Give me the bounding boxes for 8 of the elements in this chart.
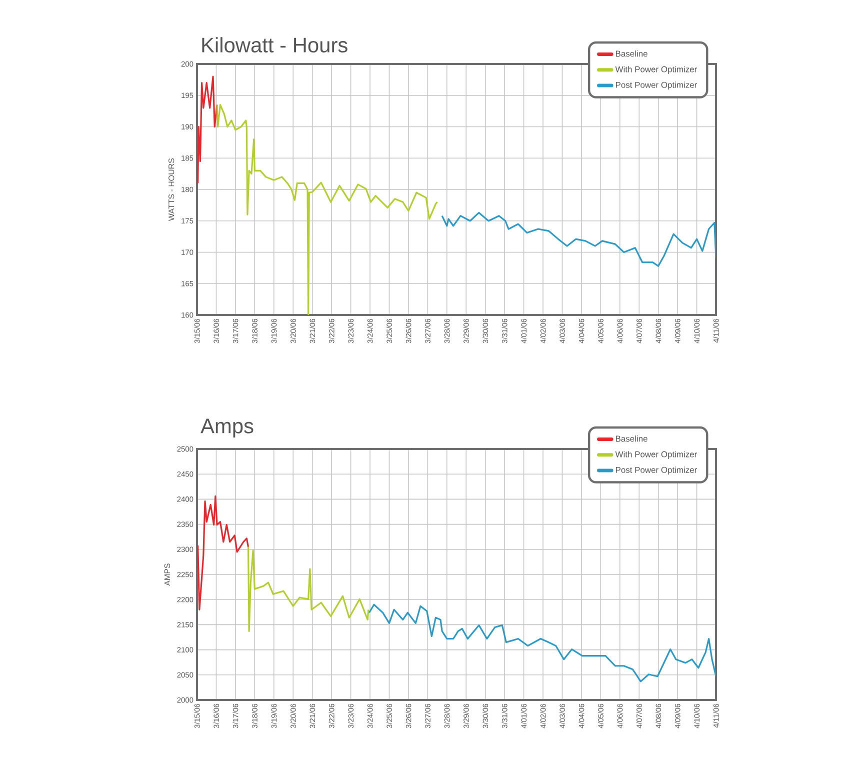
legend-label: With Power Optimizer — [615, 451, 697, 459]
legend-label: Post Power Optimizer — [616, 82, 698, 90]
legend-label: Baseline — [616, 435, 648, 442]
legend-label: Baseline — [616, 50, 648, 57]
chart-title: Kilowatt - Hours — [202, 37, 348, 52]
legend-label: With Power Optimizer — [615, 66, 697, 74]
chart-title: Amps — [200, 418, 254, 438]
legend-label: Post Power Optimizer — [616, 466, 698, 475]
